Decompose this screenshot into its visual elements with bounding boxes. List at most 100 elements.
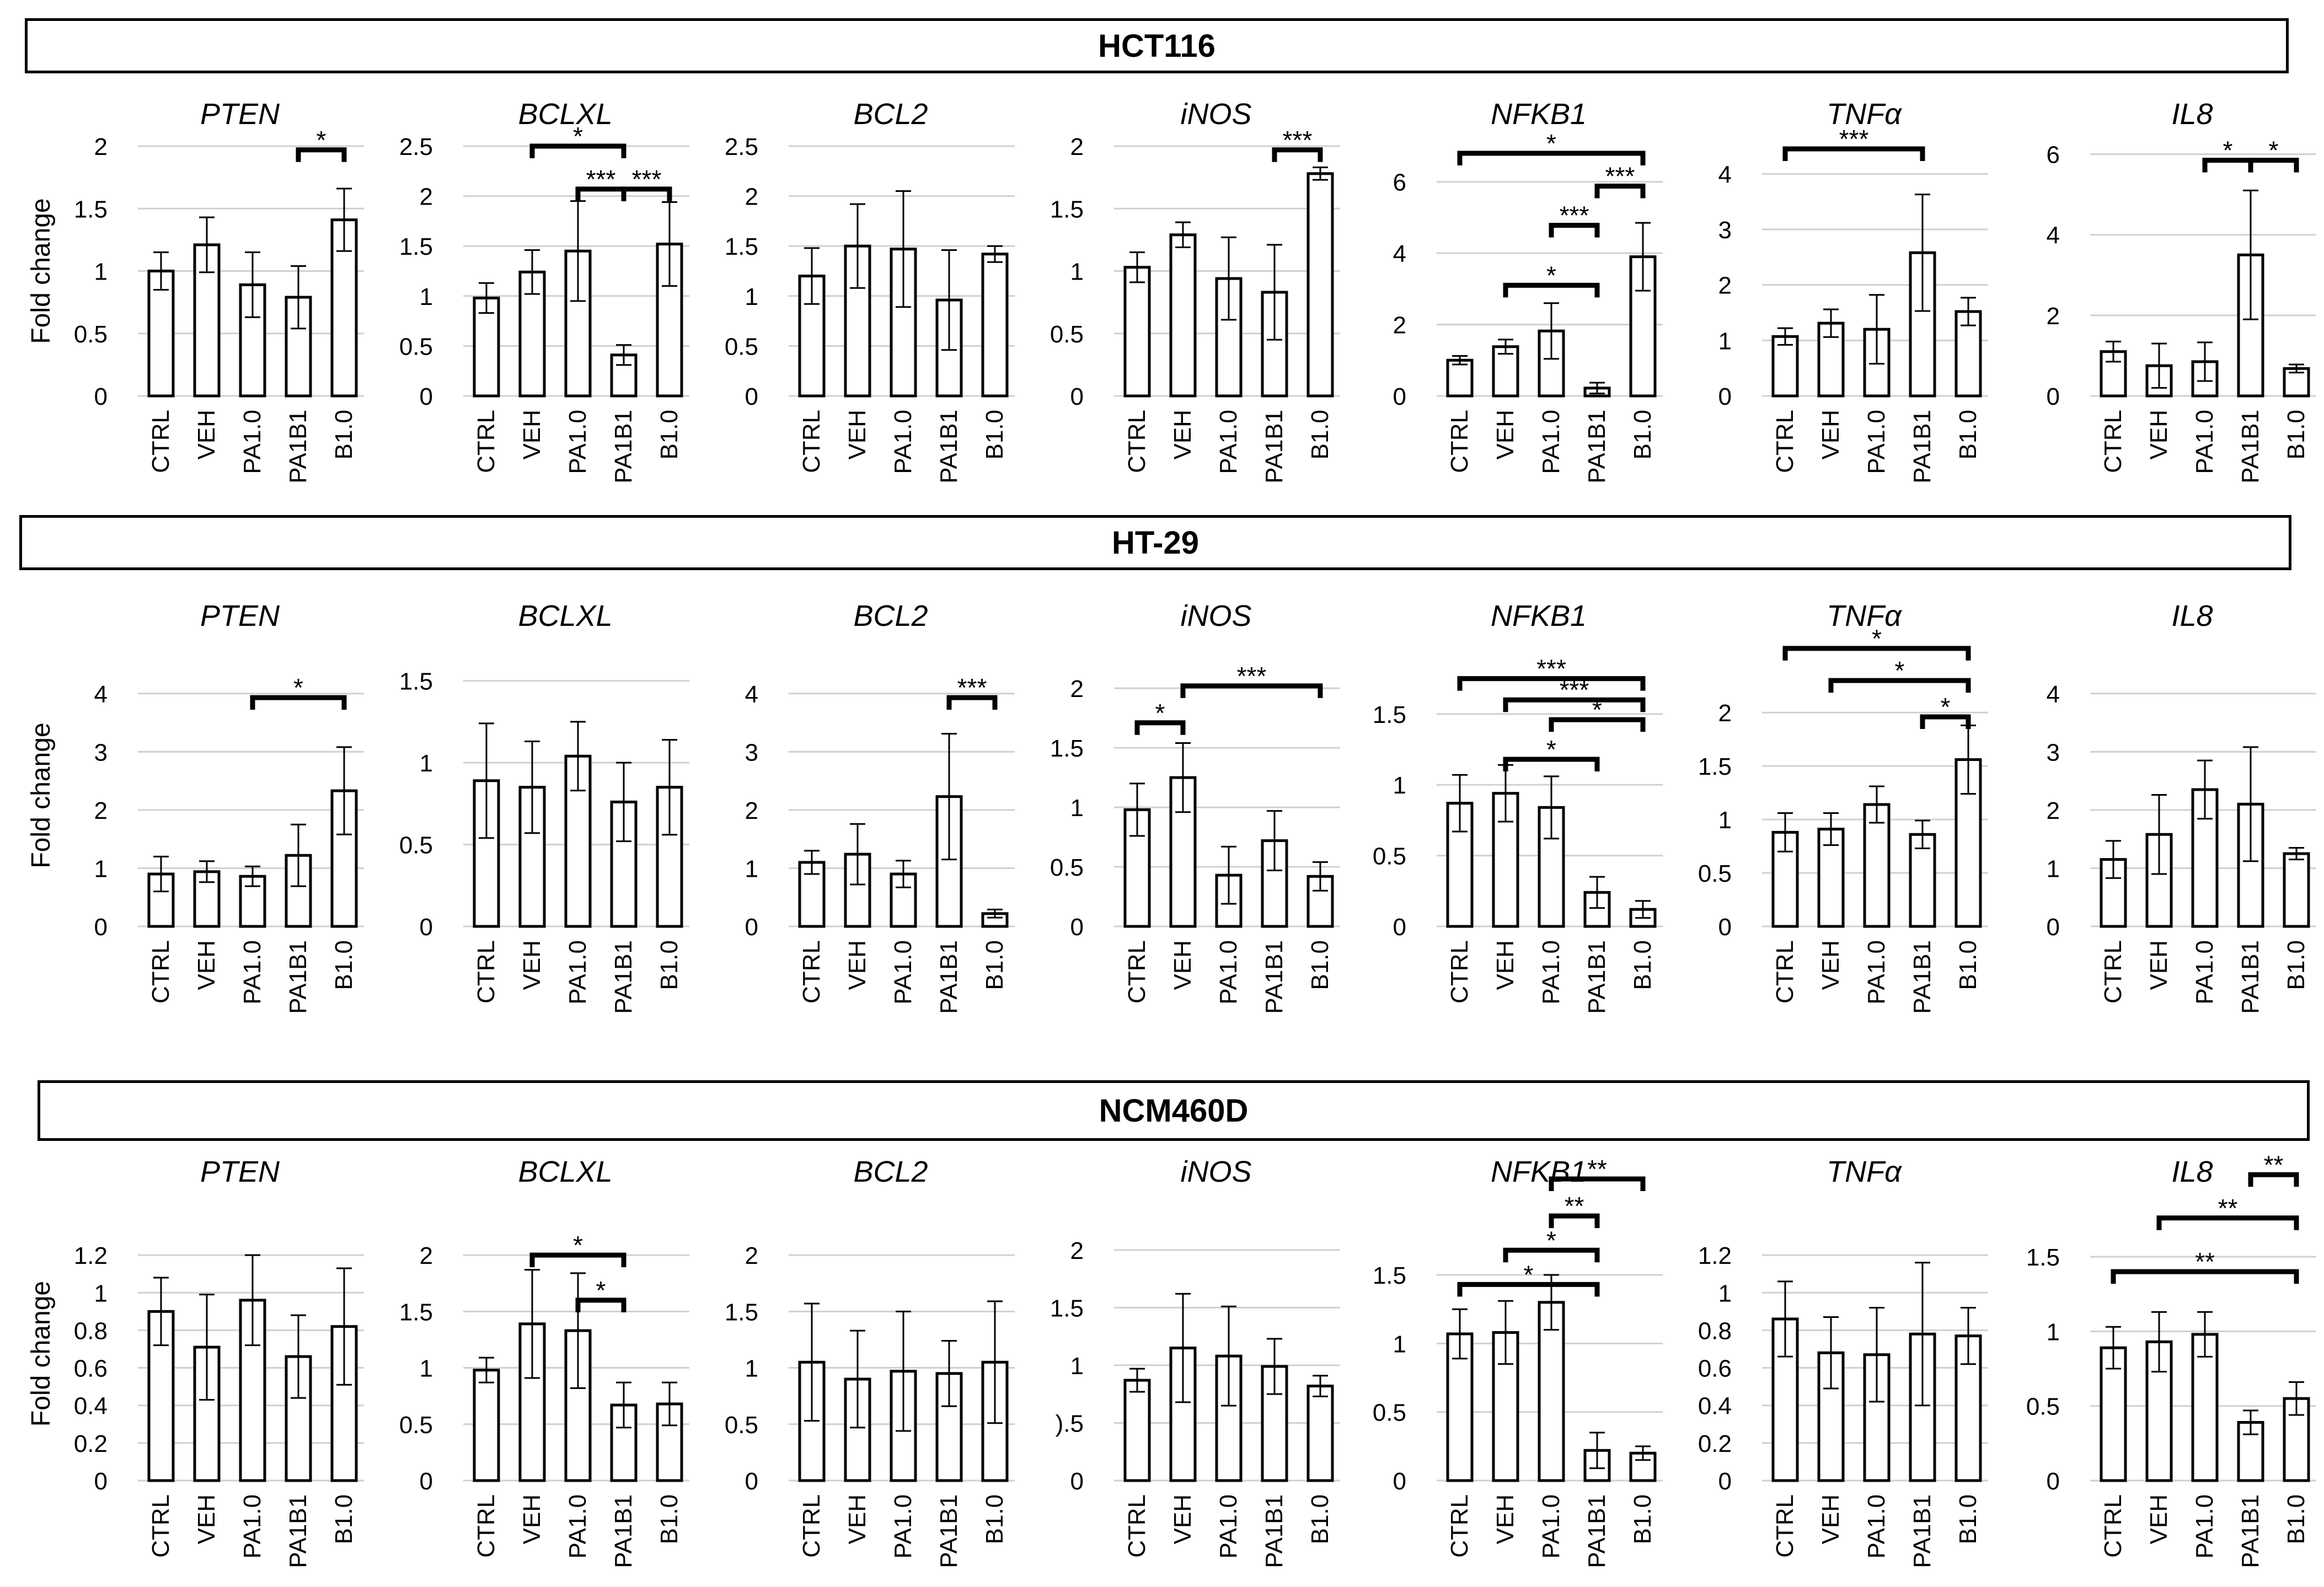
chart-3-pten-ytick-label: 0.6 <box>74 1355 108 1382</box>
chart-3-il8-category-label: B1.0 <box>2283 1494 2310 1545</box>
chart-3-nfkb1-category-label: B1.0 <box>1629 1494 1656 1545</box>
chart-3-tnfa-ytick-label: 0.2 <box>1698 1430 1732 1457</box>
chart-3-nfkb1-significance-label: ** <box>1587 1155 1607 1183</box>
chart-1-bcl2: 0 0.5 1 1.5 2 2.5 BCL2 CTRL VEH PA1.0 PA1B1 B1.0 <box>725 98 1015 484</box>
chart-3-inos-category-label: CTRL <box>1123 1494 1150 1558</box>
chart-1-nfkb1-significance-label: * <box>1546 129 1556 158</box>
chart-1-pten-category-label: B1.0 <box>330 410 357 460</box>
chart-1-bcl2-ytick-label: 2 <box>745 184 758 211</box>
chart-1-bcl2-ytick-label: 1.5 <box>725 233 758 260</box>
chart-2-bclxl-title: BCLXL <box>518 599 612 632</box>
chart-3-bclxl-ytick-label: 2 <box>420 1242 433 1269</box>
chart-3-tnfa-category-label: CTRL <box>1771 1494 1798 1558</box>
chart-2-nfkb1-significance-bracket <box>1549 717 1646 732</box>
chart-3-bcl2-ytick-label: 1 <box>745 1355 758 1382</box>
chart-3-il8-significance-bracket <box>2156 1215 2299 1230</box>
chart-3-nfkb1-category-label: CTRL <box>1446 1494 1473 1558</box>
chart-1-il8-category-label: CTRL <box>2100 410 2127 473</box>
chart-2-il8: 0 1 2 3 4 IL8 CTRL VEH PA1.0 PA1B1 B1.0 <box>2047 599 2316 1014</box>
chart-3-bclxl-ytick-label: 1.5 <box>399 1299 433 1326</box>
chart-3-inos: 0).5 1 1.5 2 iNOS CTRL VEH PA1.0 PA1B1 B1.0 <box>1050 1155 1340 1568</box>
chart-2-il8-ytick-label: 2 <box>2047 797 2060 824</box>
chart-3-pten-ytick-label: 0.4 <box>74 1393 108 1420</box>
chart-1-il8-significance-label: * <box>2223 136 2233 165</box>
chart-2-il8-category-label: PA1B1 <box>2237 940 2264 1014</box>
chart-3-bcl2-category-label: B1.0 <box>981 1494 1008 1545</box>
chart-3-bcl2: 0 0.5 1 1.5 2 BCL2 CTRL VEH PA1.0 PA1B1 B1.0 <box>725 1155 1015 1568</box>
chart-3-pten-ytick-label: 0.2 <box>74 1430 108 1457</box>
chart-1-il8-category-label: B1.0 <box>2283 410 2310 460</box>
chart-1-pten-category-label: CTRL <box>147 410 174 473</box>
chart-2-il8-bar-pa1-0 <box>2191 788 2219 928</box>
row-banner-hct116: HCT116 <box>25 18 2289 73</box>
chart-1-bclxl-significance-label: * <box>573 122 583 151</box>
chart-2-tnfa-bar-b1-0 <box>1954 758 1982 928</box>
chart-2-pten-bar-b1-0 <box>330 789 358 928</box>
chart-3-pten: 0 0.2 0.4 0.6 0.8 1 1.2 PTEN Fold change CTRL VEH P… <box>26 1155 364 1568</box>
chart-3-nfkb1-significance-bracket <box>1503 1247 1600 1263</box>
chart-1-bcl2-ytick-label: 0 <box>745 383 758 410</box>
chart-1-pten-ylabel: Fold change <box>26 198 56 344</box>
chart-1-inos-ytick-label: 1.5 <box>1050 196 1084 223</box>
chart-1-il8-title: IL8 <box>2171 98 2213 131</box>
chart-1-pten-title: PTEN <box>200 98 280 131</box>
chart-2-bcl2-category-label: VEH <box>844 940 871 990</box>
chart-2-tnfa-ytick-label: 0.5 <box>1698 860 1732 887</box>
chart-1-tnfa: 0 1 2 3 4 TNFα CTRL VEH PA1.0 PA1B1 B1.0 *** <box>1718 98 1988 484</box>
chart-3-il8-significance-label: ** <box>2218 1194 2238 1223</box>
chart-2-tnfa-significance-bracket <box>1828 678 1971 693</box>
chart-2-tnfa-significance-label: * <box>1895 656 1905 685</box>
chart-3-inos-bar-ctrl <box>1123 1379 1151 1482</box>
chart-3-il8-category-label: VEH <box>2145 1494 2172 1544</box>
chart-1-bcl2-category-label: PA1B1 <box>935 410 962 484</box>
chart-2-nfkb1-significance-label: *** <box>1560 675 1589 704</box>
chart-1-pten-category-label: PA1B1 <box>285 410 312 484</box>
row-banner-ht29: HT-29 <box>19 515 2291 570</box>
chart-3-bcl2-ytick-label: 1.5 <box>725 1299 758 1326</box>
chart-2-nfkb1-category-label: B1.0 <box>1629 940 1656 990</box>
chart-1-tnfa-category-label: PA1B1 <box>1909 410 1936 484</box>
chart-1-bcl2-ytick-label: 1 <box>745 283 758 310</box>
chart-2-nfkb1-significance-bracket <box>1457 676 1646 691</box>
chart-3-il8-significance-label: ** <box>2264 1150 2284 1179</box>
chart-2-bcl2-category-label: PA1B1 <box>935 940 962 1014</box>
chart-3-tnfa-title: TNFα <box>1827 1155 1903 1188</box>
chart-1-pten-ytick-label: 2 <box>94 133 108 160</box>
chart-1-il8-significance-bracket <box>2248 158 2299 173</box>
chart-3-tnfa-category-label: VEH <box>1817 1494 1844 1544</box>
chart-3-pten-title: PTEN <box>200 1155 280 1188</box>
chart-2-il8-ytick-label: 4 <box>2047 681 2060 708</box>
chart-3-pten-category-label: B1.0 <box>330 1494 357 1545</box>
chart-3-bclxl-title: BCLXL <box>518 1155 612 1188</box>
chart-3-tnfa: 0 0.2 0.4 0.6 0.8 1 1.2 TNFα CTRL VEH PA1.0 PA1B1 B1… <box>1698 1155 1988 1568</box>
chart-3-tnfa-ytick-label: 0 <box>1718 1468 1732 1495</box>
chart-1-tnfa-ytick-label: 0 <box>1718 383 1732 410</box>
chart-2-inos-ytick-label: 1 <box>1070 795 1084 822</box>
chart-2-bcl2-ytick-label: 0 <box>745 914 758 941</box>
chart-1-bcl2-ytick-label: 0.5 <box>725 333 758 360</box>
chart-1-tnfa-significance-bracket <box>1782 146 1925 162</box>
chart-1-bclxl-ytick-label: 2.5 <box>399 133 433 160</box>
chart-3-bcl2-category-label: PA1.0 <box>890 1494 917 1559</box>
chart-3-bcl2-category-label: PA1B1 <box>935 1494 962 1568</box>
chart-2-tnfa-significance-bracket <box>1920 714 1971 729</box>
chart-1-bclxl-ytick-label: 0 <box>420 383 433 410</box>
chart-1-bcl2-title: BCL2 <box>853 98 928 131</box>
chart-2-inos-category-label: VEH <box>1169 940 1196 990</box>
chart-2-nfkb1-significance-bracket <box>1503 757 1600 772</box>
chart-1-nfkb1-ytick-label: 2 <box>1393 312 1406 339</box>
chart-3-nfkb1-significance-label: ** <box>1565 1192 1584 1220</box>
chart-1-pten-significance-label: * <box>317 126 326 154</box>
chart-1-pten-category-label: PA1.0 <box>239 410 266 474</box>
chart-2-nfkb1-significance-bracket <box>1503 697 1646 712</box>
chart-2-bcl2-category-label: CTRL <box>798 940 825 1004</box>
chart-2-inos-significance-bracket <box>1180 683 1323 698</box>
chart-2-nfkb1-ytick-label: 1 <box>1393 772 1406 799</box>
chart-2-pten-category-label: B1.0 <box>330 940 357 990</box>
chart-3-bclxl-category-label: B1.0 <box>656 1494 683 1545</box>
chart-3-nfkb1-title: NFKB1 <box>1491 1155 1587 1188</box>
row-banner-ncm460d: NCM460D <box>38 1080 2310 1141</box>
chart-3-inos-category-label: VEH <box>1169 1494 1196 1544</box>
